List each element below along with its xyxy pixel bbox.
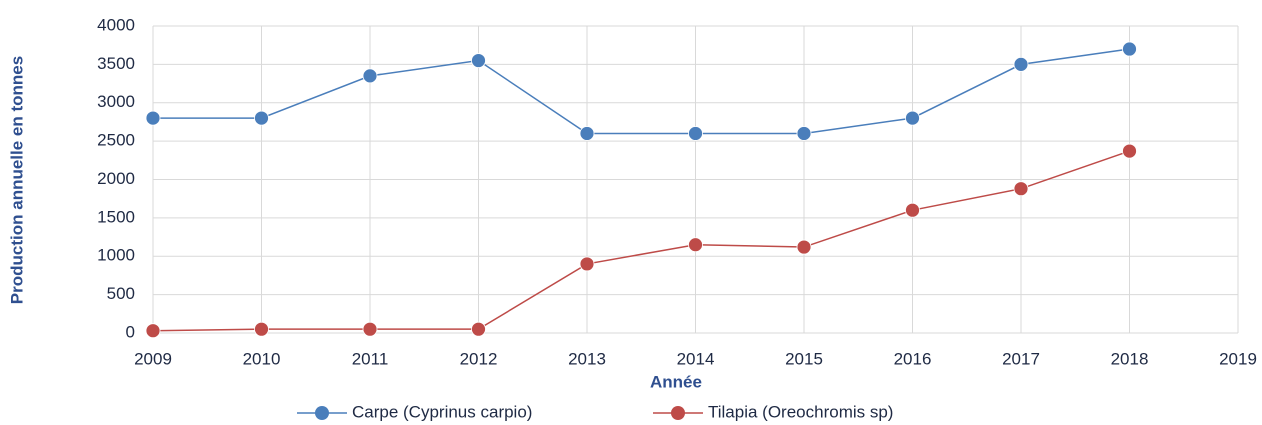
x-tick-label: 2018 xyxy=(1111,349,1149,368)
data-point xyxy=(1122,143,1137,159)
x-tick-label: 2009 xyxy=(134,349,172,368)
y-tick-label: 1000 xyxy=(97,246,135,265)
x-tick-label: 2011 xyxy=(352,349,389,368)
x-tick-label: 2017 xyxy=(1002,349,1040,368)
x-tick-label: 2013 xyxy=(568,349,606,368)
data-point xyxy=(1013,181,1029,197)
x-tick-label: 2016 xyxy=(894,349,932,368)
x-tick-label: 2014 xyxy=(677,349,715,368)
legend-marker xyxy=(671,406,685,420)
legend-marker xyxy=(315,406,329,420)
data-point xyxy=(145,323,161,339)
y-tick-label: 0 xyxy=(126,322,135,341)
data-point xyxy=(688,126,703,141)
y-tick-label: 2500 xyxy=(97,131,135,150)
data-point xyxy=(471,321,486,337)
data-point xyxy=(362,68,378,84)
series-line xyxy=(153,48,1130,135)
y-tick-label: 3500 xyxy=(97,54,135,73)
y-tick-label: 1500 xyxy=(97,207,135,226)
data-point xyxy=(1013,56,1029,72)
data-point xyxy=(579,256,595,272)
y-tick-label: 4000 xyxy=(97,15,135,34)
data-point xyxy=(905,202,920,218)
legend-label: Carpe (Cyprinus carpio) xyxy=(352,402,532,421)
y-tick-label: 3000 xyxy=(97,92,135,111)
x-tick-label: 2012 xyxy=(460,349,498,368)
series-line xyxy=(152,150,1130,332)
legend-label: Tilapia (Oreochromis sp) xyxy=(708,402,893,421)
x-axis-label: Année xyxy=(650,372,702,391)
data-point xyxy=(688,237,703,253)
data-point xyxy=(145,110,161,126)
x-tick-label: 2015 xyxy=(785,349,823,368)
data-point xyxy=(796,239,812,255)
data-point xyxy=(796,126,812,141)
y-axis-label: Production annuelle en tonnes xyxy=(7,56,26,304)
data-point xyxy=(471,53,486,68)
y-tick-label: 500 xyxy=(107,284,135,303)
data-point xyxy=(362,321,378,337)
data-point xyxy=(254,321,269,337)
y-tick-label: 2000 xyxy=(97,169,135,188)
data-point xyxy=(905,110,920,126)
data-point xyxy=(254,110,269,126)
data-point xyxy=(1122,41,1137,57)
x-tick-label: 2019 xyxy=(1219,349,1257,368)
data-point xyxy=(579,126,595,141)
x-tick-label: 2010 xyxy=(243,349,281,368)
